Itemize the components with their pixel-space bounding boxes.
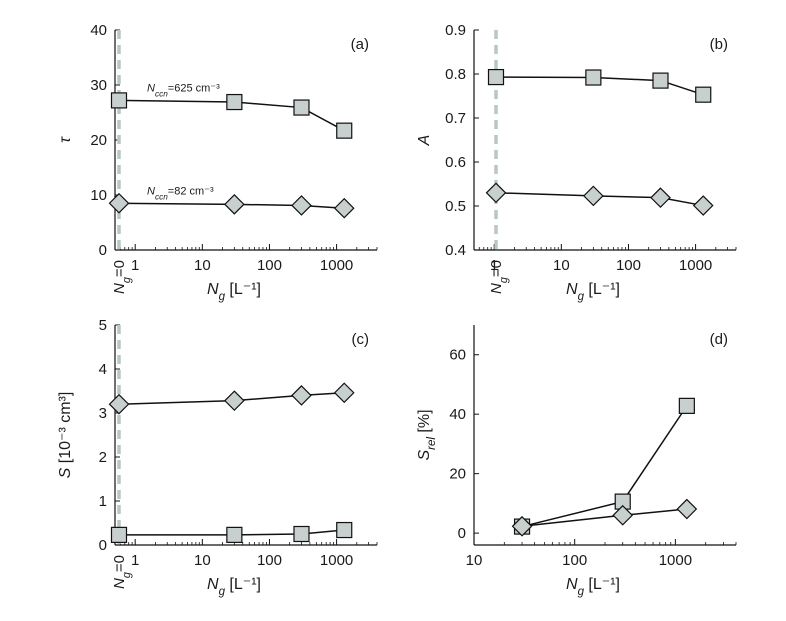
panel-tag: (b): [710, 36, 728, 53]
x-tick-label: 10: [194, 552, 211, 569]
x-tick-label: 10: [466, 552, 483, 569]
data-point-square: [695, 86, 712, 103]
data-point-diamond: [583, 185, 604, 207]
data-point-diamond: [108, 393, 130, 415]
y-axis-label: S [10⁻³ cm³]: [57, 392, 74, 479]
y-tick-label: 40: [449, 406, 466, 423]
data-point-diamond: [676, 498, 698, 520]
data-point-square: [652, 72, 669, 89]
x-tick-label: 10: [553, 257, 570, 274]
y-tick-label: 20: [90, 132, 107, 149]
data-point-diamond: [224, 390, 245, 412]
panel-tag: (a): [351, 36, 369, 53]
data-point-square: [585, 69, 602, 86]
data-point-diamond: [612, 504, 634, 526]
data-point-square: [293, 525, 310, 543]
x-axis-label: Ng [L⁻¹]: [207, 576, 261, 598]
series-line: [521, 508, 687, 528]
y-tick-label: 30: [90, 77, 107, 94]
x-tick-label: 1000: [320, 552, 353, 569]
series-line: [118, 202, 345, 209]
y-tick-label: 5: [99, 317, 107, 334]
series-line: [521, 405, 688, 528]
data-point-square: [678, 397, 695, 414]
data-point-square: [336, 122, 353, 139]
y-tick-label: 0: [458, 525, 466, 542]
series-line: [495, 192, 704, 207]
panel-a: 0 10 20 30 40 1 10 100 1000 Ng=0 (a) Ng [L⁻¹] τ Nccn=…: [57, 22, 378, 303]
panel-c: 0 1 2 3 4 5 1 10 100 1000 Ng=0 (c) Ng [L⁻¹] S [10⁻³ c…: [57, 317, 378, 598]
series-line: [119, 529, 345, 536]
data-point-square: [336, 521, 353, 539]
series-line: [495, 76, 704, 96]
x-tick-label: 100: [257, 257, 282, 274]
x-axis-label: Ng [L⁻¹]: [566, 576, 620, 598]
data-point-square: [293, 99, 310, 116]
x-tick-label: 1000: [659, 552, 692, 569]
x-tick-label: 100: [562, 552, 587, 569]
panel-tag: (d): [710, 331, 728, 348]
y-tick-label: 4: [99, 361, 107, 378]
series-annotation: Nccn=625 cm⁻³: [147, 82, 220, 98]
x-tick-label: 1000: [320, 257, 353, 274]
x-tick-label: 1: [490, 257, 498, 274]
y-axis-label: τ: [57, 136, 74, 143]
data-point-diamond: [333, 197, 355, 219]
data-point-diamond: [485, 182, 507, 204]
data-point-diamond: [108, 192, 130, 214]
y-tick-label: 3: [99, 405, 107, 422]
panel-tag: (c): [352, 331, 370, 348]
y-tick-label: 0.8: [445, 66, 466, 83]
data-point-diamond: [333, 382, 355, 404]
series-annotation: Nccn=82 cm⁻³: [147, 185, 214, 201]
x-tick-label: 10: [194, 257, 211, 274]
x-tick-label: 1: [131, 257, 139, 274]
y-tick-label: 40: [90, 22, 107, 39]
series-line: [118, 99, 345, 132]
y-axis-label: A: [416, 135, 433, 147]
data-point-square: [226, 93, 243, 111]
data-point-square: [110, 526, 128, 543]
y-axis-label: Srel [%]: [416, 409, 438, 460]
x-tick-label: 1: [131, 552, 139, 569]
y-tick-label: 20: [449, 466, 466, 483]
y-tick-label: 60: [449, 347, 466, 364]
x-tick-label: 100: [616, 257, 641, 274]
y-tick-label: 0.7: [445, 110, 466, 127]
y-tick-label: 0: [99, 242, 107, 259]
data-point-diamond: [650, 187, 671, 208]
data-point-square: [226, 526, 243, 543]
y-tick-label: 10: [90, 187, 107, 204]
x-tick-label: 1000: [679, 257, 712, 274]
y-tick-label: 0.4: [445, 242, 466, 259]
reference-line-label: Ng=0: [111, 555, 133, 589]
data-point-diamond: [291, 195, 312, 216]
y-tick-label: 0.9: [445, 22, 466, 39]
y-tick-label: 2: [99, 449, 107, 466]
reference-line-label: Ng=0: [111, 260, 133, 294]
panel-d: 0 20 40 60 10 100 1000 (d) Ng [L⁻¹] Srel [%]: [416, 325, 737, 598]
y-tick-label: 0.5: [445, 198, 466, 215]
y-tick-label: 0.6: [445, 154, 466, 171]
x-tick-label: 100: [257, 552, 282, 569]
y-tick-label: 0: [99, 537, 107, 554]
data-point-diamond: [511, 515, 533, 537]
series-line: [118, 392, 345, 405]
data-point-diamond: [291, 385, 312, 406]
x-axis-label: Ng [L⁻¹]: [207, 281, 261, 303]
data-point-diamond: [224, 194, 245, 215]
data-point-square: [110, 92, 128, 109]
reference-line-label: Ng=0: [488, 260, 510, 294]
x-axis-label: Ng [L⁻¹]: [566, 281, 620, 303]
data-point-square: [487, 68, 505, 86]
y-tick-label: 1: [99, 493, 107, 510]
panel-b: 0.4 0.5 0.6 0.7 0.8 0.9 1 10 100 1000 Ng=0 (b) Ng [L…: [416, 22, 737, 303]
data-point-diamond: [692, 195, 714, 216]
